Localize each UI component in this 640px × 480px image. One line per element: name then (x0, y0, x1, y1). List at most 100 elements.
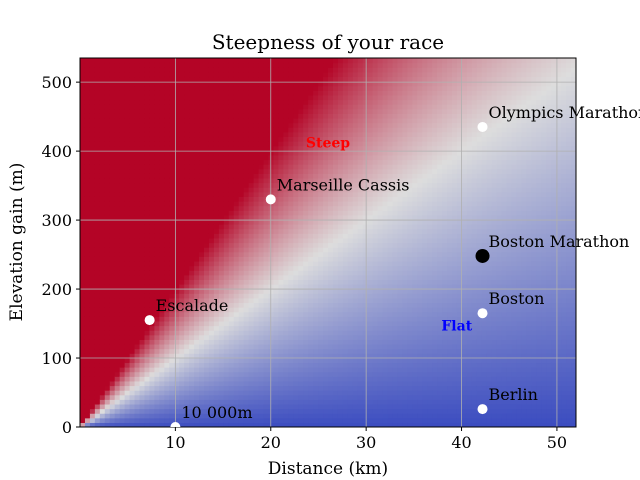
heatmap-cell (377, 343, 384, 350)
heatmap-cell (169, 242, 175, 248)
heatmap-cell (144, 307, 151, 313)
heatmap-cell (164, 108, 170, 114)
heatmap-cell (347, 191, 354, 197)
heatmap-cell (99, 265, 106, 271)
heatmap-cell (233, 191, 240, 197)
heatmap-cell (318, 141, 324, 147)
heatmap-cell (313, 85, 319, 91)
heatmap-cell (253, 270, 260, 276)
heatmap-cell (129, 187, 136, 193)
heatmap-cell (283, 408, 289, 414)
heatmap-cell (164, 297, 170, 304)
heatmap-cell (288, 191, 294, 197)
heatmap-cell (109, 104, 116, 110)
heatmap-cell (313, 113, 319, 119)
heatmap-cell (288, 413, 294, 419)
heatmap-cell (184, 62, 190, 68)
heatmap-cell (199, 343, 205, 350)
heatmap-cell (362, 260, 369, 267)
heatmap-cell (199, 403, 205, 410)
heatmap-cell (129, 182, 136, 188)
heatmap-cell (288, 302, 294, 308)
heatmap-cell (298, 325, 304, 331)
heatmap-cell (228, 145, 235, 151)
heatmap-cell (313, 177, 319, 184)
heatmap-cell (208, 380, 215, 387)
heatmap-cell (169, 293, 175, 299)
heatmap-cell (119, 94, 126, 101)
heatmap-cell (258, 353, 265, 359)
heatmap-cell (129, 265, 136, 271)
heatmap-cell (367, 284, 374, 290)
heatmap-cell (258, 242, 265, 248)
heatmap-cell (268, 408, 275, 414)
heatmap-cell (129, 339, 136, 345)
heatmap-cell (208, 127, 215, 133)
heatmap-cell (199, 177, 205, 184)
heatmap-cell (208, 284, 215, 290)
heatmap-cell (382, 177, 389, 184)
heatmap-cell (318, 274, 324, 280)
heatmap-cell (238, 270, 245, 276)
heatmap-cell (80, 284, 86, 290)
heatmap-cell (352, 367, 359, 373)
heatmap-cell (328, 67, 334, 73)
heatmap-cell (318, 242, 324, 248)
heatmap-cell (303, 113, 309, 119)
heatmap-cell (352, 237, 359, 244)
heatmap-cell (243, 334, 250, 340)
heatmap-cell (129, 279, 136, 285)
heatmap-cell (283, 67, 289, 73)
heatmap-cell (263, 191, 270, 197)
heatmap-cell (258, 210, 265, 216)
heatmap-cell (114, 127, 121, 133)
heatmap-cell (139, 247, 146, 253)
heatmap-cell (357, 394, 364, 400)
heatmap-cell (134, 150, 141, 156)
heatmap-cell (164, 94, 170, 101)
heatmap-cell (337, 168, 344, 174)
heatmap-cell (194, 182, 200, 188)
heatmap-cell (288, 90, 294, 96)
heatmap-cell (367, 408, 374, 414)
heatmap-cell (323, 187, 329, 193)
heatmap-cell (184, 408, 190, 414)
heatmap-cell (308, 394, 314, 400)
heatmap-cell (283, 233, 289, 239)
heatmap-cell (233, 173, 240, 179)
heatmap-cell (367, 385, 374, 391)
heatmap-cell (174, 270, 180, 276)
heatmap-cell (208, 182, 215, 188)
heatmap-cell (318, 210, 324, 216)
heatmap-cell (377, 367, 384, 373)
heatmap-cell (149, 99, 155, 105)
heatmap-cell (169, 288, 175, 294)
heatmap-cell (382, 371, 389, 377)
heatmap-cell (159, 334, 165, 340)
heatmap-cell (213, 362, 220, 368)
heatmap-cell (189, 422, 195, 427)
heatmap-cell (263, 413, 270, 419)
heatmap-cell (129, 117, 136, 124)
heatmap-cell (367, 390, 374, 396)
heatmap-cell (328, 117, 334, 124)
heatmap-cell (164, 293, 170, 299)
heatmap-cell (80, 265, 86, 271)
heatmap-cell (179, 320, 185, 327)
heatmap-cell (352, 182, 359, 188)
heatmap-cell (124, 357, 131, 364)
heatmap-cell (149, 81, 155, 87)
heatmap-cell (134, 173, 141, 179)
heatmap-cell (129, 417, 136, 423)
heatmap-cell (248, 67, 255, 73)
heatmap-cell (248, 297, 255, 304)
heatmap-cell (223, 81, 230, 87)
heatmap-cell (357, 334, 364, 340)
heatmap-cell (323, 90, 329, 96)
heatmap-cell (233, 104, 240, 110)
heatmap-cell (347, 357, 354, 364)
heatmap-cell (372, 58, 379, 64)
heatmap-cell (377, 265, 384, 271)
heatmap-cell (208, 362, 215, 368)
heatmap-cell (293, 67, 299, 73)
